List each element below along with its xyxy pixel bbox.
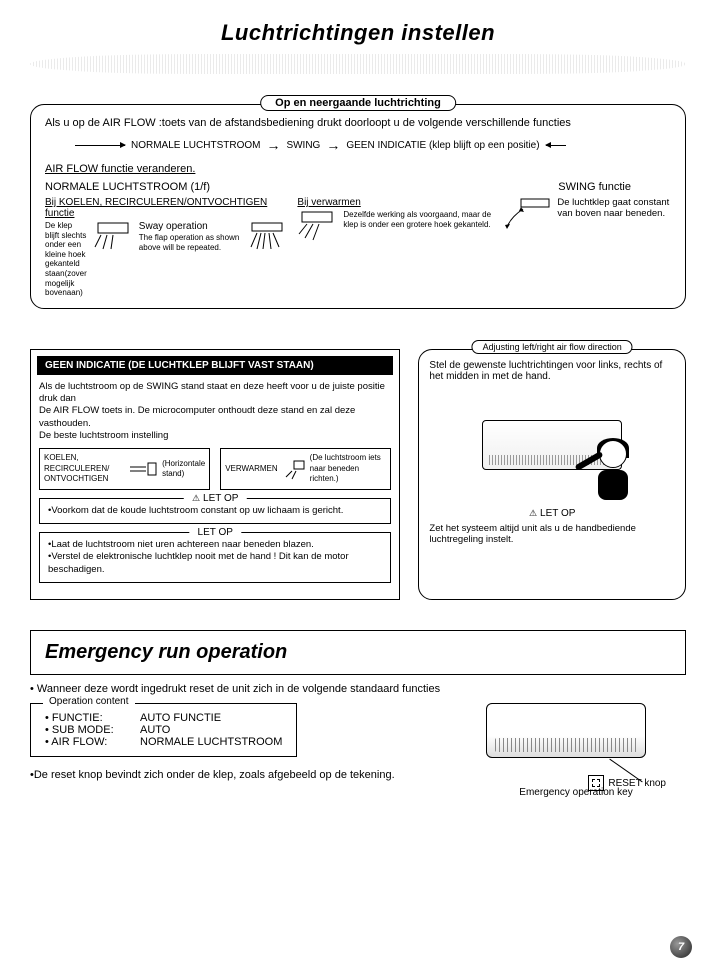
cooling-column: Bij KOELEN, RECIRCULEREN/ONTVOCHTIGEN fu… bbox=[45, 197, 287, 298]
blackbar-heading: GEEN INDICATIE (DE LUCHTKLEP BLIJFT VAST… bbox=[37, 356, 393, 375]
section3-text: Stel de gewenste luchtrichtingen voor li… bbox=[429, 360, 675, 382]
emergency-intro: • Wanneer deze wordt ingedrukt reset de … bbox=[30, 683, 686, 695]
swing-column: De luchtklep gaat constant van boven naa… bbox=[501, 197, 671, 298]
col-text: De klep blijft slechts onder een kleine … bbox=[45, 221, 87, 298]
flap-diagram-icon bbox=[93, 221, 133, 251]
op-label: • AIR FLOW: bbox=[45, 736, 140, 748]
op-value: AUTO FUNCTIE bbox=[140, 712, 221, 724]
caution-text: Zet het systeem altijd unit als u de han… bbox=[429, 523, 675, 545]
caution-legend: LET OP bbox=[190, 526, 241, 539]
col-heading: Bij verwarmen bbox=[297, 197, 491, 208]
sway-label: Sway operation bbox=[139, 221, 242, 233]
mb-label: KOELEN, RECIRCULEREN/ ONTVOCHTIGEN bbox=[44, 453, 124, 484]
unit-illustration: RESET knop bbox=[486, 703, 666, 783]
swing-diagram-icon bbox=[501, 197, 551, 232]
section1-intro: Als u op de AIR FLOW :toets van de afsta… bbox=[45, 117, 671, 129]
col-text: De luchtklep gaat constant van boven naa… bbox=[557, 197, 671, 232]
flow-step: SWING bbox=[286, 140, 320, 151]
person-icon bbox=[582, 440, 632, 500]
reset-note: •De reset knop bevindt zich onder de kle… bbox=[30, 769, 446, 781]
airflow-direction-box: Op en neergaande luchtrichting Als u op … bbox=[30, 104, 686, 309]
caution-text: •Verstel de elektronische luchtklep nooi… bbox=[48, 551, 382, 576]
flow-step: GEEN INDICATIE (klep blijft op een posit… bbox=[346, 140, 539, 151]
page-title: Luchtrichtingen instellen bbox=[30, 20, 686, 46]
no-indication-box: GEEN INDICATIE (DE LUCHTKLEP BLIJFT VAST… bbox=[30, 349, 400, 600]
page-number: 7 bbox=[670, 936, 692, 958]
body-text: Als de luchtstroom op de SWING stand sta… bbox=[39, 381, 391, 406]
flow-step: NORMALE LUCHTSTROOM bbox=[131, 140, 260, 151]
reset-callout: RESET knop bbox=[588, 775, 666, 791]
change-heading: AIR FLOW functie veranderen. bbox=[45, 163, 671, 175]
caution-box-2: LET OP •Laat de luchtstroom niet uren ac… bbox=[39, 532, 391, 583]
caution-box-1: LET OP •Voorkom dat de koude luchtstroom… bbox=[39, 498, 391, 524]
caution-text: •Laat de luchtstroom niet uren achtereen… bbox=[48, 539, 382, 551]
down-flow-icon bbox=[282, 459, 306, 479]
flow-sequence: NORMALE LUCHTSTROOM → SWING → GEEN INDIC… bbox=[75, 137, 671, 153]
op-value: AUTO bbox=[140, 724, 170, 736]
mb-note: (Horizontale stand) bbox=[162, 459, 205, 480]
arrow-icon: → bbox=[266, 137, 280, 153]
section3-pill: Adjusting left/right air flow direction bbox=[472, 340, 633, 354]
reset-label: RESET knop bbox=[608, 778, 666, 789]
op-value: NORMALE LUCHTSTROOM bbox=[140, 736, 282, 748]
body-text: De beste luchtstroom instelling bbox=[39, 430, 391, 442]
flap-diagram-icon bbox=[297, 210, 337, 240]
op-label: • SUB MODE: bbox=[45, 724, 140, 736]
caution-label: LET OP bbox=[429, 508, 675, 519]
setting-boxes: KOELEN, RECIRCULEREN/ ONTVOCHTIGEN (Hori… bbox=[39, 448, 391, 489]
col-text: Dezelfde werking als voorgaand, maar de … bbox=[343, 210, 491, 240]
caution-legend: LET OP bbox=[184, 492, 246, 505]
cooling-setting-box: KOELEN, RECIRCULEREN/ ONTVOCHTIGEN (Hori… bbox=[39, 448, 210, 489]
horizontal-flow-icon bbox=[128, 459, 158, 479]
op-label: • FUNCTIE: bbox=[45, 712, 140, 724]
middle-row: GEEN INDICATIE (DE LUCHTKLEP BLIJFT VAST… bbox=[30, 349, 686, 600]
reset-button-icon bbox=[588, 775, 604, 791]
emergency-title: Emergency run operation bbox=[45, 641, 671, 664]
swing-heading: SWING functie bbox=[558, 181, 631, 193]
body-text: De AIR FLOW toets in. De microcomputer o… bbox=[39, 405, 391, 430]
emergency-right: RESET knop Emergency operation key bbox=[466, 703, 686, 798]
arrow-icon: → bbox=[326, 137, 340, 153]
arrow-icon bbox=[546, 145, 566, 146]
sway-diagram-icon bbox=[247, 221, 287, 251]
normal-heading: NORMALE LUCHTSTROOM (1/f) bbox=[45, 181, 210, 193]
emergency-left: Operation content • FUNCTIE:AUTO FUNCTIE… bbox=[30, 703, 446, 789]
hand-adjust-illustration bbox=[429, 390, 675, 500]
col-heading: Bij KOELEN, RECIRCULEREN/ONTVOCHTIGEN fu… bbox=[45, 197, 287, 219]
header-decoration bbox=[30, 54, 686, 74]
emergency-title-box: Emergency run operation bbox=[30, 630, 686, 675]
page-header: Luchtrichtingen instellen bbox=[30, 20, 686, 46]
section1-pill: Op en neergaande luchtrichting bbox=[260, 95, 456, 111]
sway-desc: The flap operation as shown above will b… bbox=[139, 233, 242, 252]
arrow-icon bbox=[75, 145, 125, 146]
left-right-box: Adjusting left/right air flow direction … bbox=[418, 349, 686, 600]
mode-columns: Bij KOELEN, RECIRCULEREN/ONTVOCHTIGEN fu… bbox=[45, 197, 671, 298]
heating-setting-box: VERWARMEN (De luchtstroom iets naar bene… bbox=[220, 448, 391, 489]
heating-column: Bij verwarmen Dezelfde werking als voorg… bbox=[297, 197, 491, 298]
mb-label: VERWARMEN bbox=[225, 464, 277, 474]
caution-text: •Voorkom dat de koude luchtstroom consta… bbox=[48, 505, 382, 517]
operation-content-box: Operation content • FUNCTIE:AUTO FUNCTIE… bbox=[30, 703, 297, 757]
ac-unit-icon bbox=[486, 703, 646, 758]
mb-note: (De luchtstroom iets naar beneden richte… bbox=[310, 453, 387, 484]
op-legend: Operation content bbox=[43, 696, 135, 707]
emergency-row: Operation content • FUNCTIE:AUTO FUNCTIE… bbox=[30, 703, 686, 798]
